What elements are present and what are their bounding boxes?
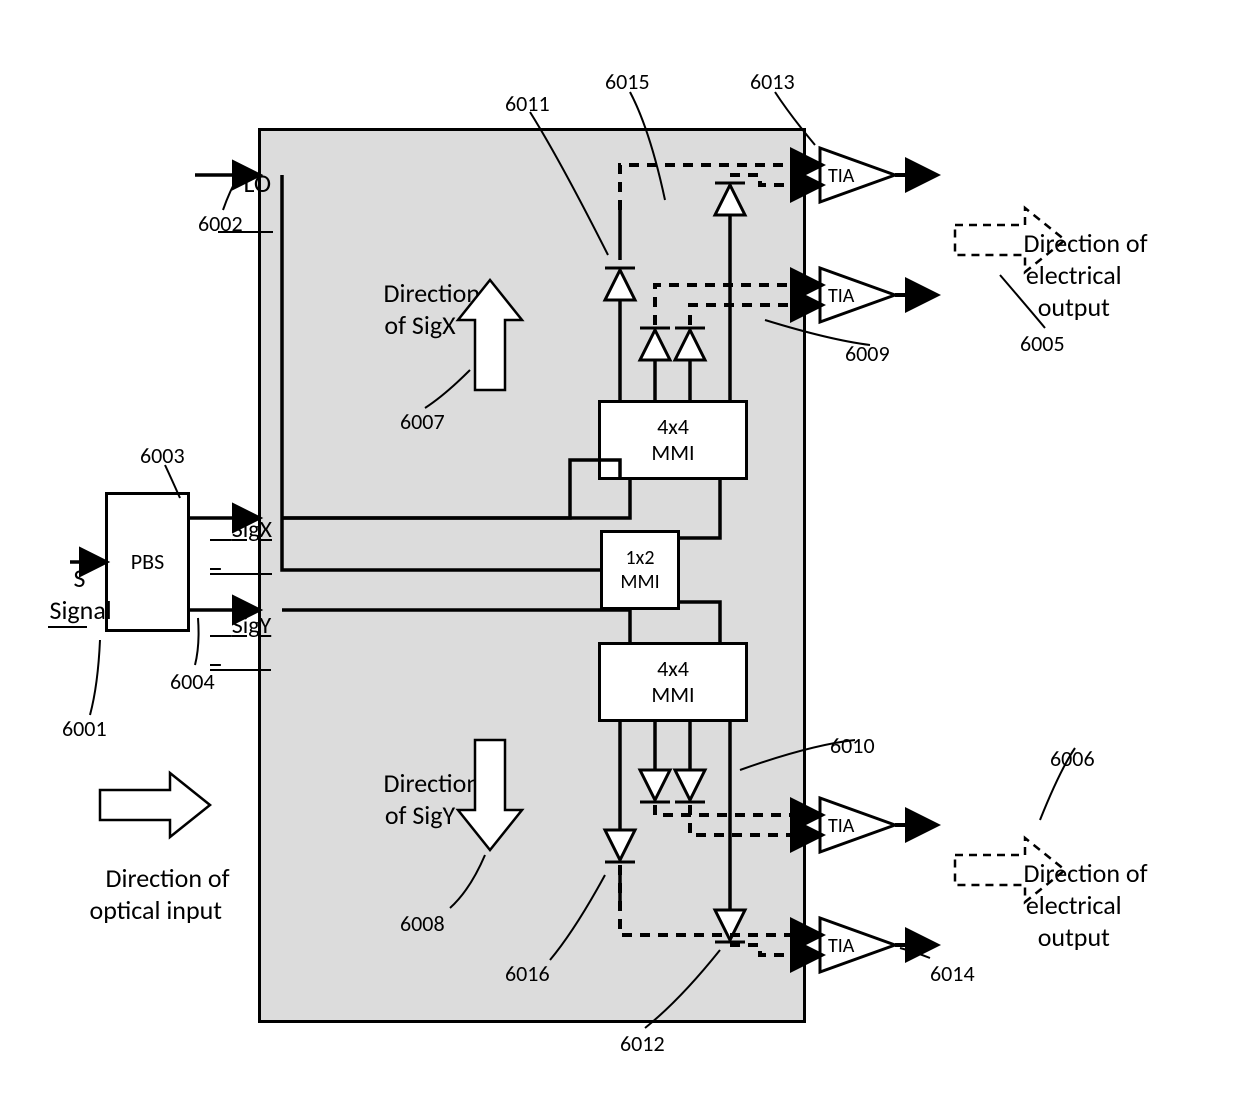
ref-6010: 6010 [830,732,875,759]
ref-6006: 6006 [1050,745,1095,772]
sigx-label: SigX [210,486,272,575]
ref-6015: 6015 [605,68,650,95]
dir-sigy-label: Direction of SigY [360,735,480,863]
chip-body [258,128,806,1023]
mmi-1x2-label: 1x2 MMI [620,546,659,594]
ref-6003: 6003 [140,442,185,469]
pbs-box: PBS [105,492,190,632]
mmi-4x4-top: 4x4 MMI [598,400,748,480]
mmi-4x4-bot: 4x4 MMI [598,642,748,722]
dir-optical-label: Direction of optical input [82,830,230,958]
sigy-label: SigY [210,582,271,671]
tia4-label: TIA [828,934,855,958]
ref-6009: 6009 [845,340,890,367]
ref-6005: 6005 [1020,330,1065,357]
mmi-1x2: 1x2 MMI [600,530,680,610]
pbs-label: PBS [131,549,164,575]
ref-6002: 6002 [198,210,243,237]
ref-6001: 6001 [62,715,107,742]
dir-elec-bot-label: Direction of electrical output [1000,825,1148,985]
dir-sigx-label: Direction of SigX [360,245,480,373]
mmi-bot-label: 4x4 MMI [651,656,694,709]
tia2-label: TIA [828,284,855,308]
signal-label: Signal [26,562,112,658]
ref-6004: 6004 [170,668,215,695]
tia3-label: TIA [828,814,855,838]
ref-6012: 6012 [620,1030,665,1057]
ref-6008: 6008 [400,910,445,937]
ref-6014: 6014 [930,960,975,987]
mmi-top-label: 4x4 MMI [651,414,694,467]
ref-6011: 6011 [505,90,550,117]
ref-6013: 6013 [750,68,795,95]
tia1-label: TIA [828,164,855,188]
ref-6007: 6007 [400,408,445,435]
ref-6016: 6016 [505,960,550,987]
